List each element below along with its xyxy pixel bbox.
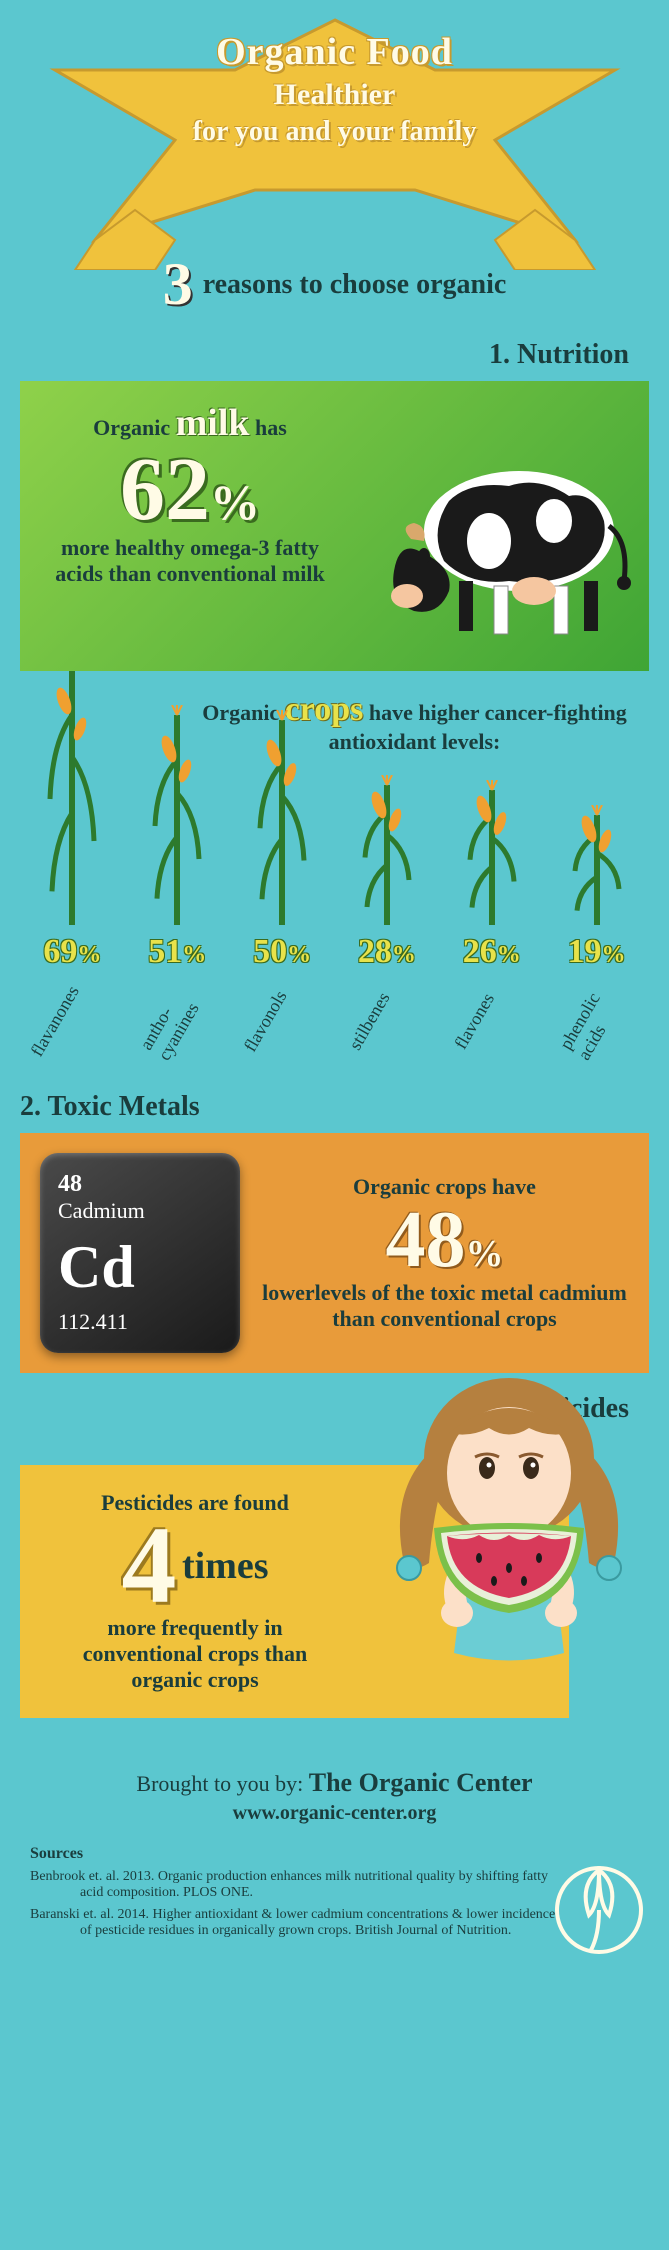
sources-heading: Sources: [30, 1845, 639, 1863]
milk-keyword: milk: [176, 402, 250, 444]
leaf-logo-icon: [549, 1835, 649, 1955]
crop-item: 28%stilbenes: [337, 775, 437, 1061]
milk-pre: Organic: [93, 415, 170, 440]
section-heading-toxic: 2. Toxic Metals: [0, 1091, 669, 1123]
crop-item: 19%phenolicacids: [547, 805, 647, 1061]
crop-label: antho-cyanines: [135, 989, 218, 1074]
banner-title: Organic Food: [0, 30, 669, 74]
toxic-post: lowerlevels of the toxic metal cadmium t…: [260, 1280, 629, 1332]
crop-label: phenolicacids: [555, 989, 638, 1073]
brought-name: The Organic Center: [309, 1768, 533, 1797]
element-tile-cadmium: 48 Cadmium Cd 112.411: [40, 1153, 240, 1353]
corn-plant-icon: [462, 780, 522, 925]
crop-label: flavones: [450, 990, 532, 1073]
crop-label: stilbenes: [345, 989, 428, 1074]
crop-percent: 28%: [358, 933, 416, 971]
element-symbol: Cd: [58, 1237, 222, 1297]
pest-times: times: [182, 1544, 269, 1588]
pest-post: more frequently in conventional crops th…: [45, 1615, 345, 1693]
crop-label: flavanones: [27, 982, 118, 1080]
girl-watermelon-icon: [379, 1363, 639, 1673]
source-citation: Benbrook et. al. 2013. Organic productio…: [30, 1869, 570, 1901]
banner-sub2: for you and your family: [0, 116, 669, 148]
corn-plant-icon: [42, 645, 102, 925]
toxic-percent-sym: %: [466, 1233, 504, 1275]
crop-item: 50%flavonols: [232, 710, 332, 1061]
cow-icon: [369, 431, 639, 641]
corn-plant-icon: [357, 775, 417, 925]
pest-number: 4: [121, 1516, 176, 1615]
milk-post: has: [255, 415, 287, 440]
crop-item: 26%flavones: [442, 780, 542, 1061]
crop-percent: 50%: [253, 933, 311, 971]
element-name: Cadmium: [58, 1198, 222, 1224]
corn-plant-icon: [567, 805, 627, 925]
crop-percent: 69%: [43, 933, 101, 971]
crop-item: 51%antho-cyanines: [127, 705, 227, 1061]
milk-percent: 62: [120, 440, 210, 539]
milk-percent-sym: %: [210, 474, 260, 530]
element-mass: 112.411: [58, 1309, 222, 1335]
element-number: 48: [58, 1171, 222, 1198]
crop-item: 69%flavanones: [22, 645, 122, 1061]
footer-url: www.organic-center.org: [30, 1802, 639, 1825]
corn-plant-icon: [252, 710, 312, 925]
section-heading-nutrition: 1. Nutrition: [0, 339, 669, 371]
title-banner: Organic Food Healthier for you and your …: [0, 0, 669, 280]
brought-pre: Brought to you by:: [136, 1771, 303, 1796]
source-citation: Baranski et. al. 2014. Higher antioxidan…: [30, 1907, 570, 1939]
pest-pre: Pesticides are found: [45, 1490, 345, 1516]
crop-percent: 26%: [463, 933, 521, 971]
milk-rest: more healthy omega-3 fatty acids than co…: [40, 535, 340, 587]
crop-label: flavonols: [239, 987, 324, 1075]
footer: Brought to you by: The Organic Center ww…: [0, 1748, 669, 1975]
toxic-percent: 48: [386, 1196, 466, 1284]
crop-percent: 51%: [148, 933, 206, 971]
milk-panel: Organic milk has 62% more healthy omega-…: [20, 381, 649, 671]
corn-plant-icon: [147, 705, 207, 925]
toxic-panel: 48 Cadmium Cd 112.411 Organic crops have…: [20, 1133, 649, 1373]
crop-percent: 19%: [568, 933, 626, 971]
banner-sub1: Healthier: [0, 78, 669, 112]
